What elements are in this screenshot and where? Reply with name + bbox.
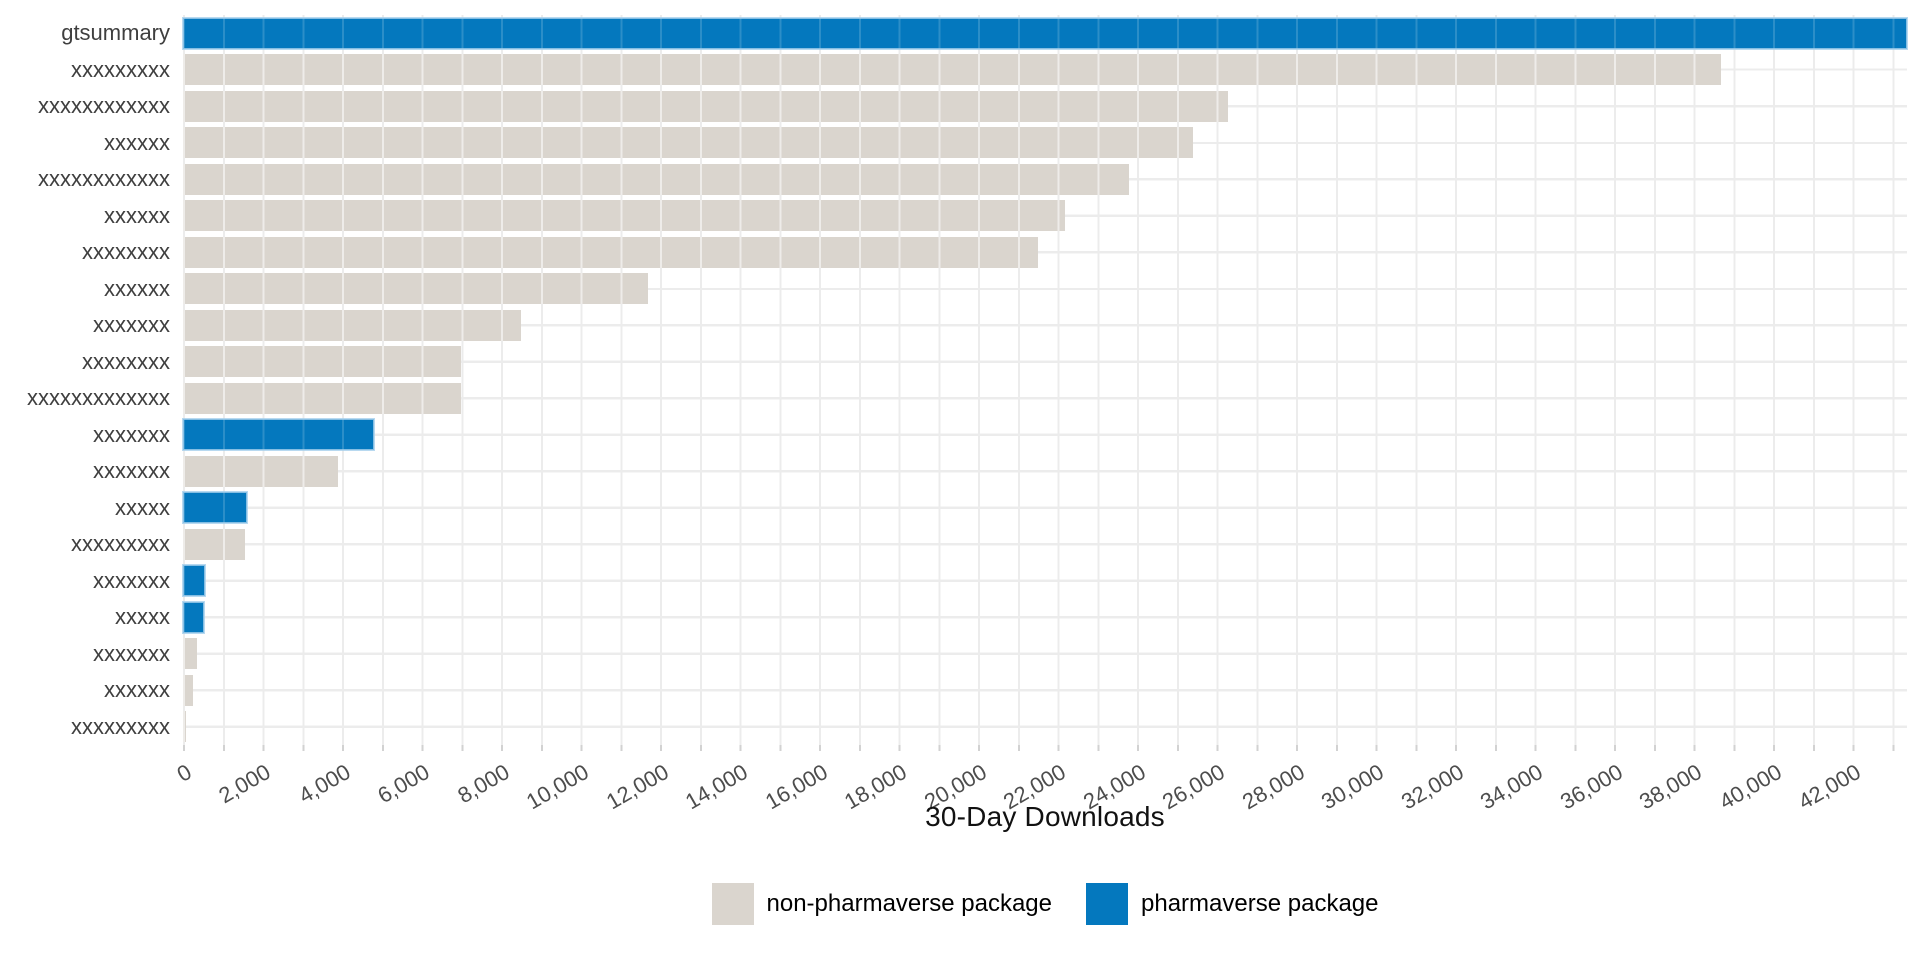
legend: non-pharmaverse package pharmaverse pack… <box>183 883 1907 925</box>
y-axis-label: xxxxxxxx <box>82 348 170 374</box>
y-axis-label: xxxxxxx <box>93 458 170 483</box>
bar <box>183 163 1130 195</box>
bar <box>183 236 1038 268</box>
y-axis-label: xxxxxxxxx <box>71 713 170 739</box>
x-axis-tick-label: 0 <box>172 759 196 787</box>
y-axis-label: xxxxxxx <box>93 640 170 666</box>
bar <box>183 382 462 414</box>
y-axis-label: xxxxxxxxx <box>71 56 170 82</box>
y-axis-label: xxxxxxxxxxxx <box>38 93 170 118</box>
y-axis-label: xxxxxxx <box>93 567 170 593</box>
y-axis-label: xxxxxx <box>104 129 170 155</box>
legend-label-non-pharmaverse: non-pharmaverse package <box>766 890 1053 917</box>
bar <box>183 127 1193 159</box>
x-axis: 0 2,000 4,000 6,000 8,000 10,000 12,000 14,000 1… <box>172 745 1909 820</box>
y-axis-label: xxxxxx <box>104 202 170 228</box>
bar <box>182 491 248 525</box>
y-axis-label: xxxxxx <box>104 677 170 702</box>
bar <box>183 528 245 560</box>
legend-item-pharmaverse: pharmaverse package <box>1086 883 1378 925</box>
bar <box>182 564 206 598</box>
y-axis-label: xxxxx <box>115 604 170 629</box>
y-axis-label: xxxxxxx <box>93 312 170 337</box>
y-axis-label: xxxxxxxxxxxxx <box>27 385 170 410</box>
x-axis-title: 30-Day Downloads <box>925 801 1165 832</box>
bar <box>183 200 1066 232</box>
legend-swatch-non-pharmaverse <box>711 883 754 925</box>
bar <box>183 638 197 670</box>
bar <box>181 600 206 634</box>
legend-item-non-pharmaverse: non-pharmaverse package <box>711 883 1053 925</box>
bar <box>183 346 462 378</box>
bar <box>182 16 1908 50</box>
plot-panel <box>181 15 1908 745</box>
y-axis-label: xxxxxxx <box>93 421 170 447</box>
y-axis-label: xxxxx <box>115 494 170 520</box>
y-axis-label: xxxxxxxxx <box>71 531 170 556</box>
y-axis-label: xxxxxxxxxxxx <box>38 166 170 191</box>
bar <box>183 455 338 487</box>
bar <box>183 711 187 743</box>
bar <box>183 273 649 305</box>
y-axis-label: xxxxxx <box>104 275 170 301</box>
legend-label-pharmaverse: pharmaverse package <box>1141 890 1379 917</box>
bar <box>183 674 193 706</box>
bar <box>183 90 1229 122</box>
bar <box>182 418 375 452</box>
y-axis-label: xxxxxxxx <box>82 239 170 264</box>
legend-swatch-pharmaverse <box>1086 883 1129 925</box>
bar <box>183 309 521 341</box>
y-axis-labels: gtsummary xxxxxxxxx xxxxxxxxxxxx xxxxxx xxxx… <box>0 15 170 745</box>
y-axis-label: gtsummary <box>61 20 170 45</box>
bar <box>183 54 1722 86</box>
